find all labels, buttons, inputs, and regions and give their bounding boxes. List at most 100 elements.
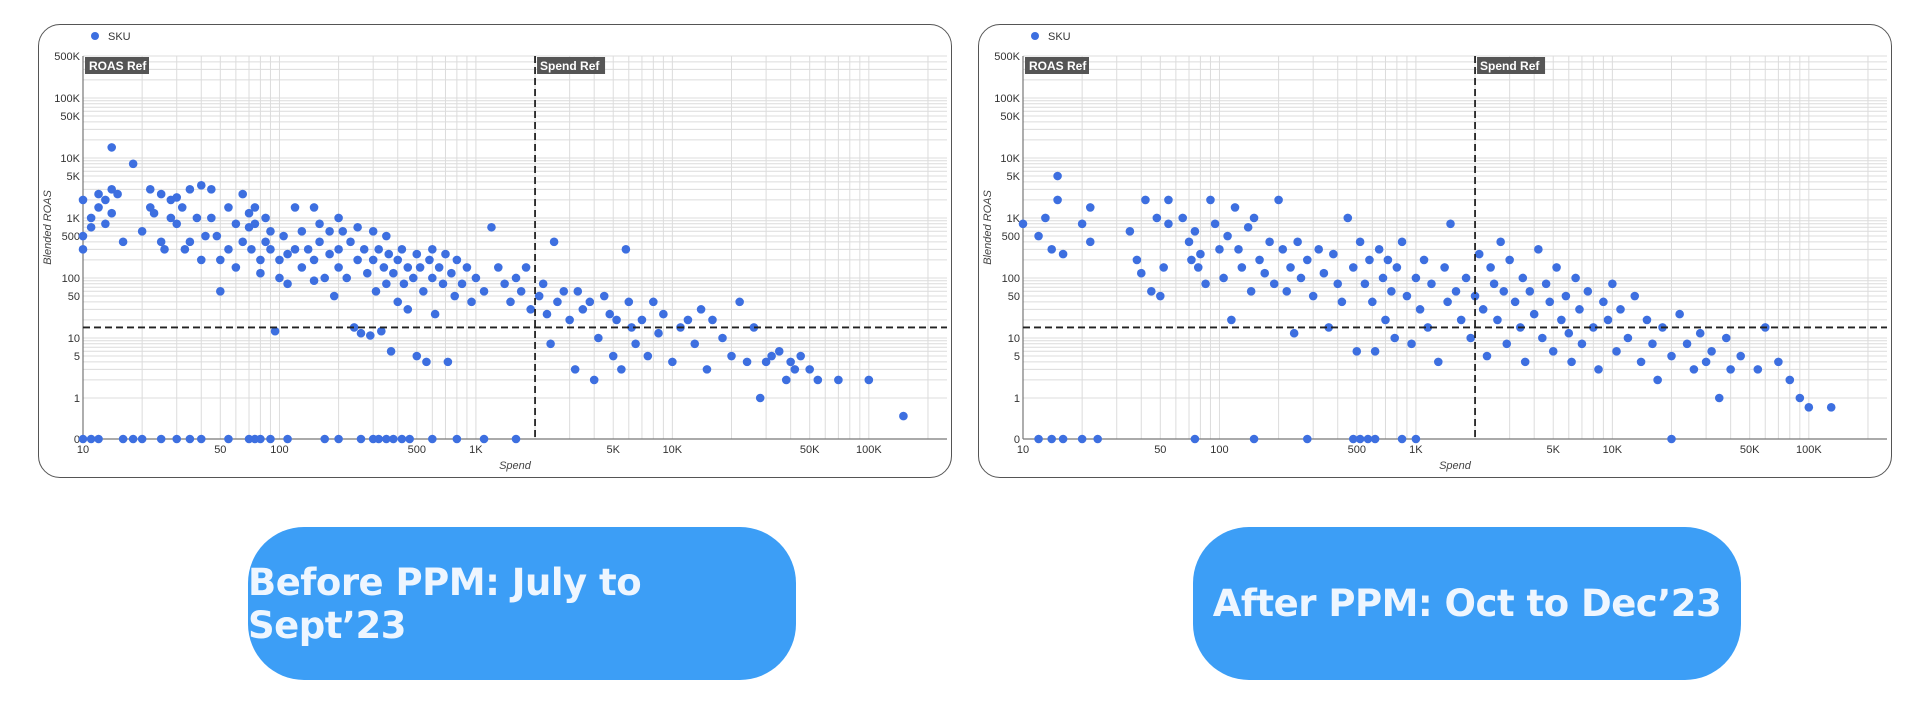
data-point bbox=[201, 231, 210, 241]
y-tick-label: 500K bbox=[54, 51, 80, 63]
data-point bbox=[538, 279, 548, 289]
data-point bbox=[1470, 291, 1480, 301]
data-point bbox=[118, 434, 128, 444]
data-point bbox=[224, 203, 233, 212]
data-point bbox=[434, 263, 444, 272]
data-point bbox=[589, 375, 599, 385]
data-point bbox=[196, 255, 206, 265]
data-point bbox=[1502, 339, 1512, 349]
data-point bbox=[447, 268, 456, 278]
data-point bbox=[1648, 339, 1657, 349]
data-point bbox=[1249, 434, 1259, 444]
data-point bbox=[290, 245, 300, 254]
data-point bbox=[1282, 286, 1292, 296]
data-point bbox=[471, 273, 481, 283]
data-point bbox=[1653, 375, 1662, 385]
data-point bbox=[1826, 402, 1836, 412]
x-tick-label: 500 bbox=[408, 444, 426, 456]
data-point bbox=[1164, 219, 1173, 229]
data-point bbox=[1324, 323, 1334, 332]
data-point bbox=[1667, 351, 1676, 361]
data-point bbox=[382, 434, 391, 444]
data-point bbox=[834, 375, 843, 385]
y-tick-label: 50 bbox=[68, 291, 80, 303]
data-point bbox=[479, 286, 489, 296]
data-point bbox=[1370, 347, 1380, 356]
data-point bbox=[1041, 213, 1050, 223]
data-point bbox=[1319, 268, 1329, 278]
data-point bbox=[786, 357, 795, 367]
data-point bbox=[1489, 279, 1499, 289]
data-point bbox=[238, 237, 248, 247]
data-point bbox=[266, 226, 275, 236]
data-point bbox=[196, 181, 206, 190]
data-point bbox=[1577, 339, 1587, 349]
data-point bbox=[1368, 297, 1377, 307]
y-tick-label: 1K bbox=[1007, 213, 1021, 225]
data-point bbox=[1303, 434, 1312, 444]
x-tick-label: 50 bbox=[1154, 444, 1166, 456]
data-point bbox=[790, 365, 800, 374]
data-point bbox=[627, 323, 636, 332]
data-point bbox=[338, 226, 348, 236]
y-tick-label: 5 bbox=[1014, 351, 1020, 363]
data-point bbox=[405, 434, 414, 444]
data-point bbox=[238, 189, 248, 199]
data-point bbox=[1219, 273, 1228, 283]
y-tick-label: 500 bbox=[1002, 231, 1020, 243]
spend-ref-label-bg bbox=[537, 57, 606, 74]
y-axis-title: Blended ROAS bbox=[982, 190, 994, 265]
data-point bbox=[864, 375, 874, 385]
data-point bbox=[1486, 263, 1495, 272]
data-point bbox=[1575, 305, 1584, 314]
data-point bbox=[1164, 195, 1173, 205]
data-point bbox=[216, 286, 225, 296]
data-point bbox=[1381, 315, 1390, 325]
data-point bbox=[1355, 434, 1365, 444]
data-point bbox=[1178, 213, 1188, 223]
data-point bbox=[303, 245, 313, 254]
data-point bbox=[542, 309, 552, 319]
data-point bbox=[690, 339, 700, 349]
data-point bbox=[585, 297, 595, 307]
data-point bbox=[368, 226, 378, 236]
data-point bbox=[297, 226, 307, 236]
data-point bbox=[86, 222, 96, 232]
data-point bbox=[708, 315, 717, 325]
chart-after-ppm: 10 50 100 500 1K 5K 10K 50K 100K 0 1 5 10 50 100 500 1K 5… bbox=[978, 24, 1892, 478]
y-tick-label: 10K bbox=[60, 153, 80, 165]
data-point bbox=[1278, 245, 1288, 254]
data-point bbox=[1446, 219, 1455, 229]
data-point bbox=[1190, 226, 1200, 236]
data-point bbox=[397, 245, 407, 254]
roas-ref-label: ROAS Ref bbox=[1029, 59, 1087, 73]
series-points bbox=[78, 143, 908, 444]
data-point bbox=[467, 297, 476, 307]
data-point bbox=[643, 351, 653, 361]
scatter-chart-before: 10 50 100 500 1K 5K 10K 50K 100K 0 1 5 10 50 100 500 1K 5… bbox=[42, 31, 947, 472]
data-point bbox=[356, 328, 366, 338]
data-point bbox=[718, 333, 727, 343]
data-point bbox=[320, 273, 330, 283]
data-point bbox=[283, 279, 292, 289]
data-point bbox=[290, 203, 300, 212]
data-point bbox=[565, 315, 574, 325]
x-tick-label: 100 bbox=[1210, 444, 1228, 456]
data-point bbox=[649, 297, 658, 307]
data-point bbox=[1529, 309, 1539, 319]
roas-ref-label-bg bbox=[1025, 57, 1089, 74]
data-point bbox=[1623, 333, 1633, 343]
data-point bbox=[702, 365, 712, 374]
data-point bbox=[393, 255, 403, 265]
data-point bbox=[1714, 393, 1724, 403]
data-point bbox=[1675, 309, 1684, 319]
data-point bbox=[526, 305, 535, 314]
data-point bbox=[156, 434, 166, 444]
data-point bbox=[1545, 297, 1555, 307]
data-point bbox=[796, 351, 805, 361]
data-point bbox=[1187, 255, 1196, 265]
data-point bbox=[683, 315, 693, 325]
data-point bbox=[624, 297, 634, 307]
x-tick-label: 50K bbox=[1740, 444, 1760, 456]
data-point bbox=[329, 291, 339, 301]
